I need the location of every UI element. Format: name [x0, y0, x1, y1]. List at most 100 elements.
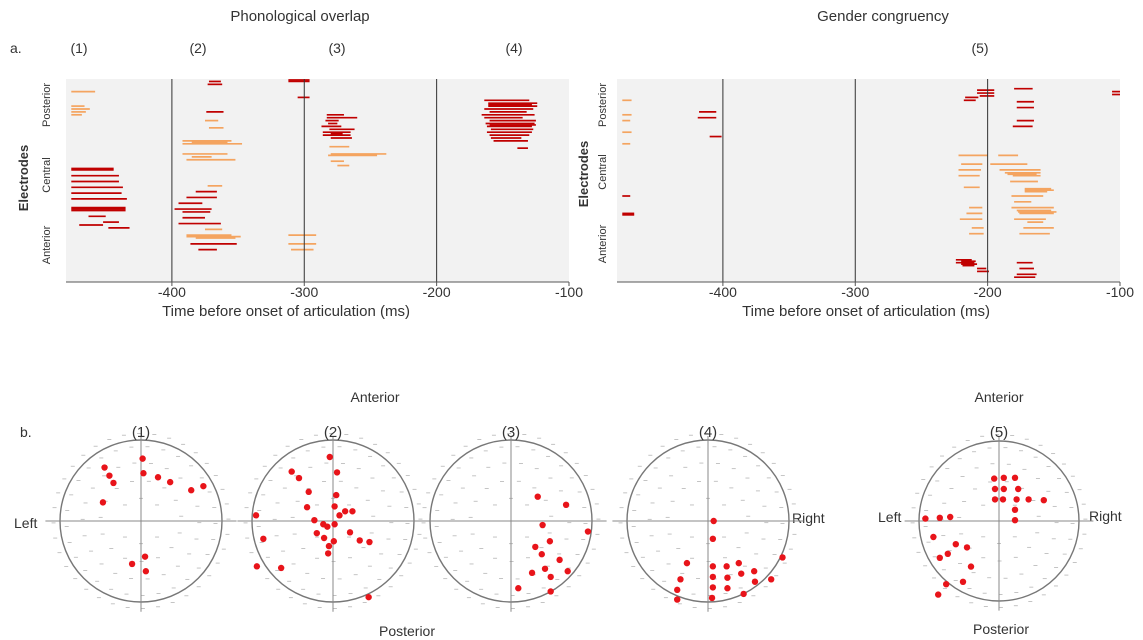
- electrode-point-0: [710, 517, 717, 525]
- electrode-point-1: [106, 472, 113, 479]
- x-tick-label-2: -200: [423, 284, 451, 300]
- electrode-point-0: [534, 493, 541, 500]
- period-label-4: (4): [505, 40, 522, 56]
- head-map-1: (1): [45, 424, 237, 612]
- electrode-point-7: [1015, 485, 1022, 493]
- vline-layer: [171, 79, 438, 282]
- electrode-point-1: [991, 485, 999, 493]
- electrode-point-10: [528, 569, 536, 577]
- electrode-point-12: [515, 585, 522, 592]
- x-tick-label-0: -400: [709, 284, 737, 300]
- electrode-point-9: [99, 499, 107, 506]
- electrode-point-1: [562, 501, 570, 508]
- electrode-point-4: [333, 469, 341, 476]
- electrode-point-4: [532, 543, 539, 551]
- electrode-point-2: [305, 488, 312, 496]
- chart-title: Gender congruency: [817, 8, 949, 25]
- electrode-point-4: [709, 584, 717, 591]
- segment-layer: [622, 87, 1120, 279]
- electrode-point-7: [303, 504, 311, 511]
- plot-area: [66, 79, 569, 282]
- x-tick-label-1: -300: [290, 284, 318, 300]
- panel-label-b: b.: [20, 424, 32, 440]
- electrode-point-6: [723, 563, 730, 570]
- label-posterior-5: Posterior: [973, 621, 1029, 637]
- label-right-main: Right: [792, 510, 825, 526]
- electrode-point-17: [346, 529, 354, 536]
- electrode-point-12: [1011, 517, 1019, 524]
- electrode-point-25: [277, 564, 285, 572]
- electrode-point-8: [200, 482, 207, 490]
- electrode-point-11: [128, 560, 136, 568]
- electrode-point-8: [1013, 496, 1020, 503]
- x-tick-label-0: -400: [158, 284, 186, 300]
- electrode-point-3: [326, 453, 333, 461]
- electrode-point-2: [709, 563, 717, 570]
- electrode-point-5: [333, 491, 340, 499]
- electrode-point-2: [991, 496, 999, 503]
- electrode-point-9: [735, 559, 742, 567]
- head-map-label: (5): [990, 424, 1008, 441]
- electrode-point-2: [110, 479, 117, 487]
- x-tick-layer: -400 -300 -200 -100: [709, 282, 1134, 300]
- label-anterior-main: Anterior: [350, 389, 399, 405]
- electrode-point-17: [952, 541, 959, 548]
- vline-layer: [722, 79, 989, 282]
- electrode-point-0: [288, 468, 295, 475]
- electrode-point-14: [936, 514, 943, 521]
- electrode-point-22: [325, 542, 333, 550]
- electrode-point-6: [1011, 474, 1019, 481]
- y-axis-label: Electrodes: [16, 145, 31, 211]
- label-posterior-main: Posterior: [379, 623, 435, 639]
- electrode-point-7: [541, 565, 549, 572]
- electrode-point-11: [313, 529, 320, 537]
- electrode-point-14: [767, 576, 775, 583]
- electrode-point-16: [349, 508, 356, 515]
- electrode-point-12: [750, 568, 758, 575]
- electrode-grid: [51, 433, 231, 609]
- electrode-point-5: [999, 496, 1007, 503]
- electrode-point-24: [324, 550, 332, 557]
- y-axis-label: Electrodes: [576, 141, 591, 207]
- y-tick-posterior: Posterior: [597, 83, 609, 127]
- electrode-point-13: [922, 515, 929, 522]
- electrode-point-13: [547, 588, 554, 595]
- electrode-point-18: [963, 544, 971, 551]
- electrode-point-1: [709, 535, 717, 543]
- x-axis-label: Time before onset of articulation (ms): [742, 303, 990, 320]
- electrode-point-24: [935, 591, 942, 598]
- head-map-3: (3): [415, 424, 607, 612]
- electrode-point-8: [556, 556, 563, 564]
- x-tick-label-3: -100: [1106, 284, 1134, 300]
- electrode-point-19: [936, 554, 943, 561]
- electrode-point-11: [1011, 506, 1019, 513]
- period-label-2: (2): [189, 40, 206, 56]
- electrode-point-4: [1000, 485, 1007, 493]
- electrode-point-5: [154, 474, 162, 481]
- period-label-3: (3): [328, 40, 345, 56]
- plot-area: [617, 79, 1120, 282]
- electrode-point-2: [584, 528, 592, 535]
- head-map-label: (2): [324, 424, 342, 441]
- raster-phonological-overlap: Phonological overlap -400 -300 -200 -100 Ti…: [16, 8, 583, 320]
- electrode-point-6: [166, 478, 174, 486]
- head-map-5: (5): [904, 424, 1094, 611]
- period-label-1: (1): [70, 40, 87, 56]
- electrode-point-0: [991, 475, 998, 482]
- period-label-5: (5): [971, 40, 988, 56]
- chart-title: Phonological overlap: [230, 8, 369, 25]
- electrode-point-18: [356, 537, 363, 544]
- electrode-point-3: [539, 521, 546, 529]
- electrode-point-18: [674, 586, 681, 594]
- electrode-point-8: [724, 585, 731, 592]
- electrode-point-3: [709, 573, 717, 581]
- electrode-grid: [910, 434, 1088, 608]
- label-left-main: Left: [14, 515, 37, 531]
- x-axis-label: Time before onset of articulation (ms): [162, 303, 410, 320]
- y-tick-anterior: Anterior: [597, 224, 609, 263]
- electrode-point-8: [311, 516, 318, 524]
- electrode-point-9: [252, 512, 260, 519]
- electrode-point-9: [1025, 496, 1032, 503]
- y-tick-posterior: Posterior: [41, 83, 53, 127]
- electrode-point-15: [947, 513, 954, 521]
